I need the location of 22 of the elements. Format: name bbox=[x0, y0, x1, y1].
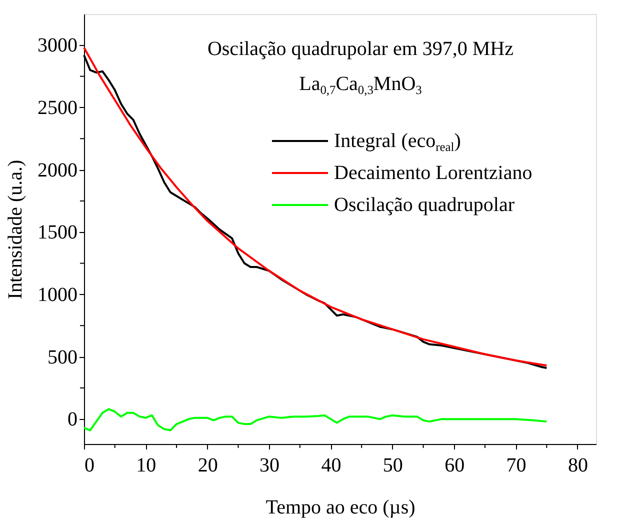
x-tick-label: 70 bbox=[506, 454, 526, 476]
line-series bbox=[83, 408, 548, 432]
y-tick-label: 2500 bbox=[38, 96, 78, 119]
x-tick-label: 40 bbox=[321, 454, 342, 476]
y-tick-label: 3000 bbox=[38, 34, 78, 57]
y-axis-title: Intensidade (u.a.) bbox=[4, 160, 26, 300]
legend-label: Decaimento Lorentziano bbox=[334, 162, 532, 184]
annotation: Oscilação quadrupolar em 397,0 MHz bbox=[207, 38, 514, 60]
x-tick-label: 30 bbox=[260, 454, 280, 476]
x-tick-label: 0 bbox=[84, 454, 94, 476]
x-tick-label: 50 bbox=[382, 454, 403, 476]
x-tick-label: 10 bbox=[136, 454, 156, 476]
legend-label: Oscilação quadrupolar bbox=[334, 194, 515, 216]
x-axis-title: Tempo ao eco (µs) bbox=[266, 496, 416, 518]
y-tick-label: 0 bbox=[68, 408, 78, 431]
x-tick-label: 20 bbox=[198, 454, 218, 476]
y-tick-label: 2000 bbox=[38, 159, 78, 182]
y-tick-label: 500 bbox=[48, 346, 78, 368]
y-tick-label: 1500 bbox=[38, 222, 78, 244]
x-tick-label: 80 bbox=[568, 454, 588, 476]
x-tick-label: 60 bbox=[444, 454, 465, 476]
y-tick-label: 1000 bbox=[38, 284, 78, 306]
